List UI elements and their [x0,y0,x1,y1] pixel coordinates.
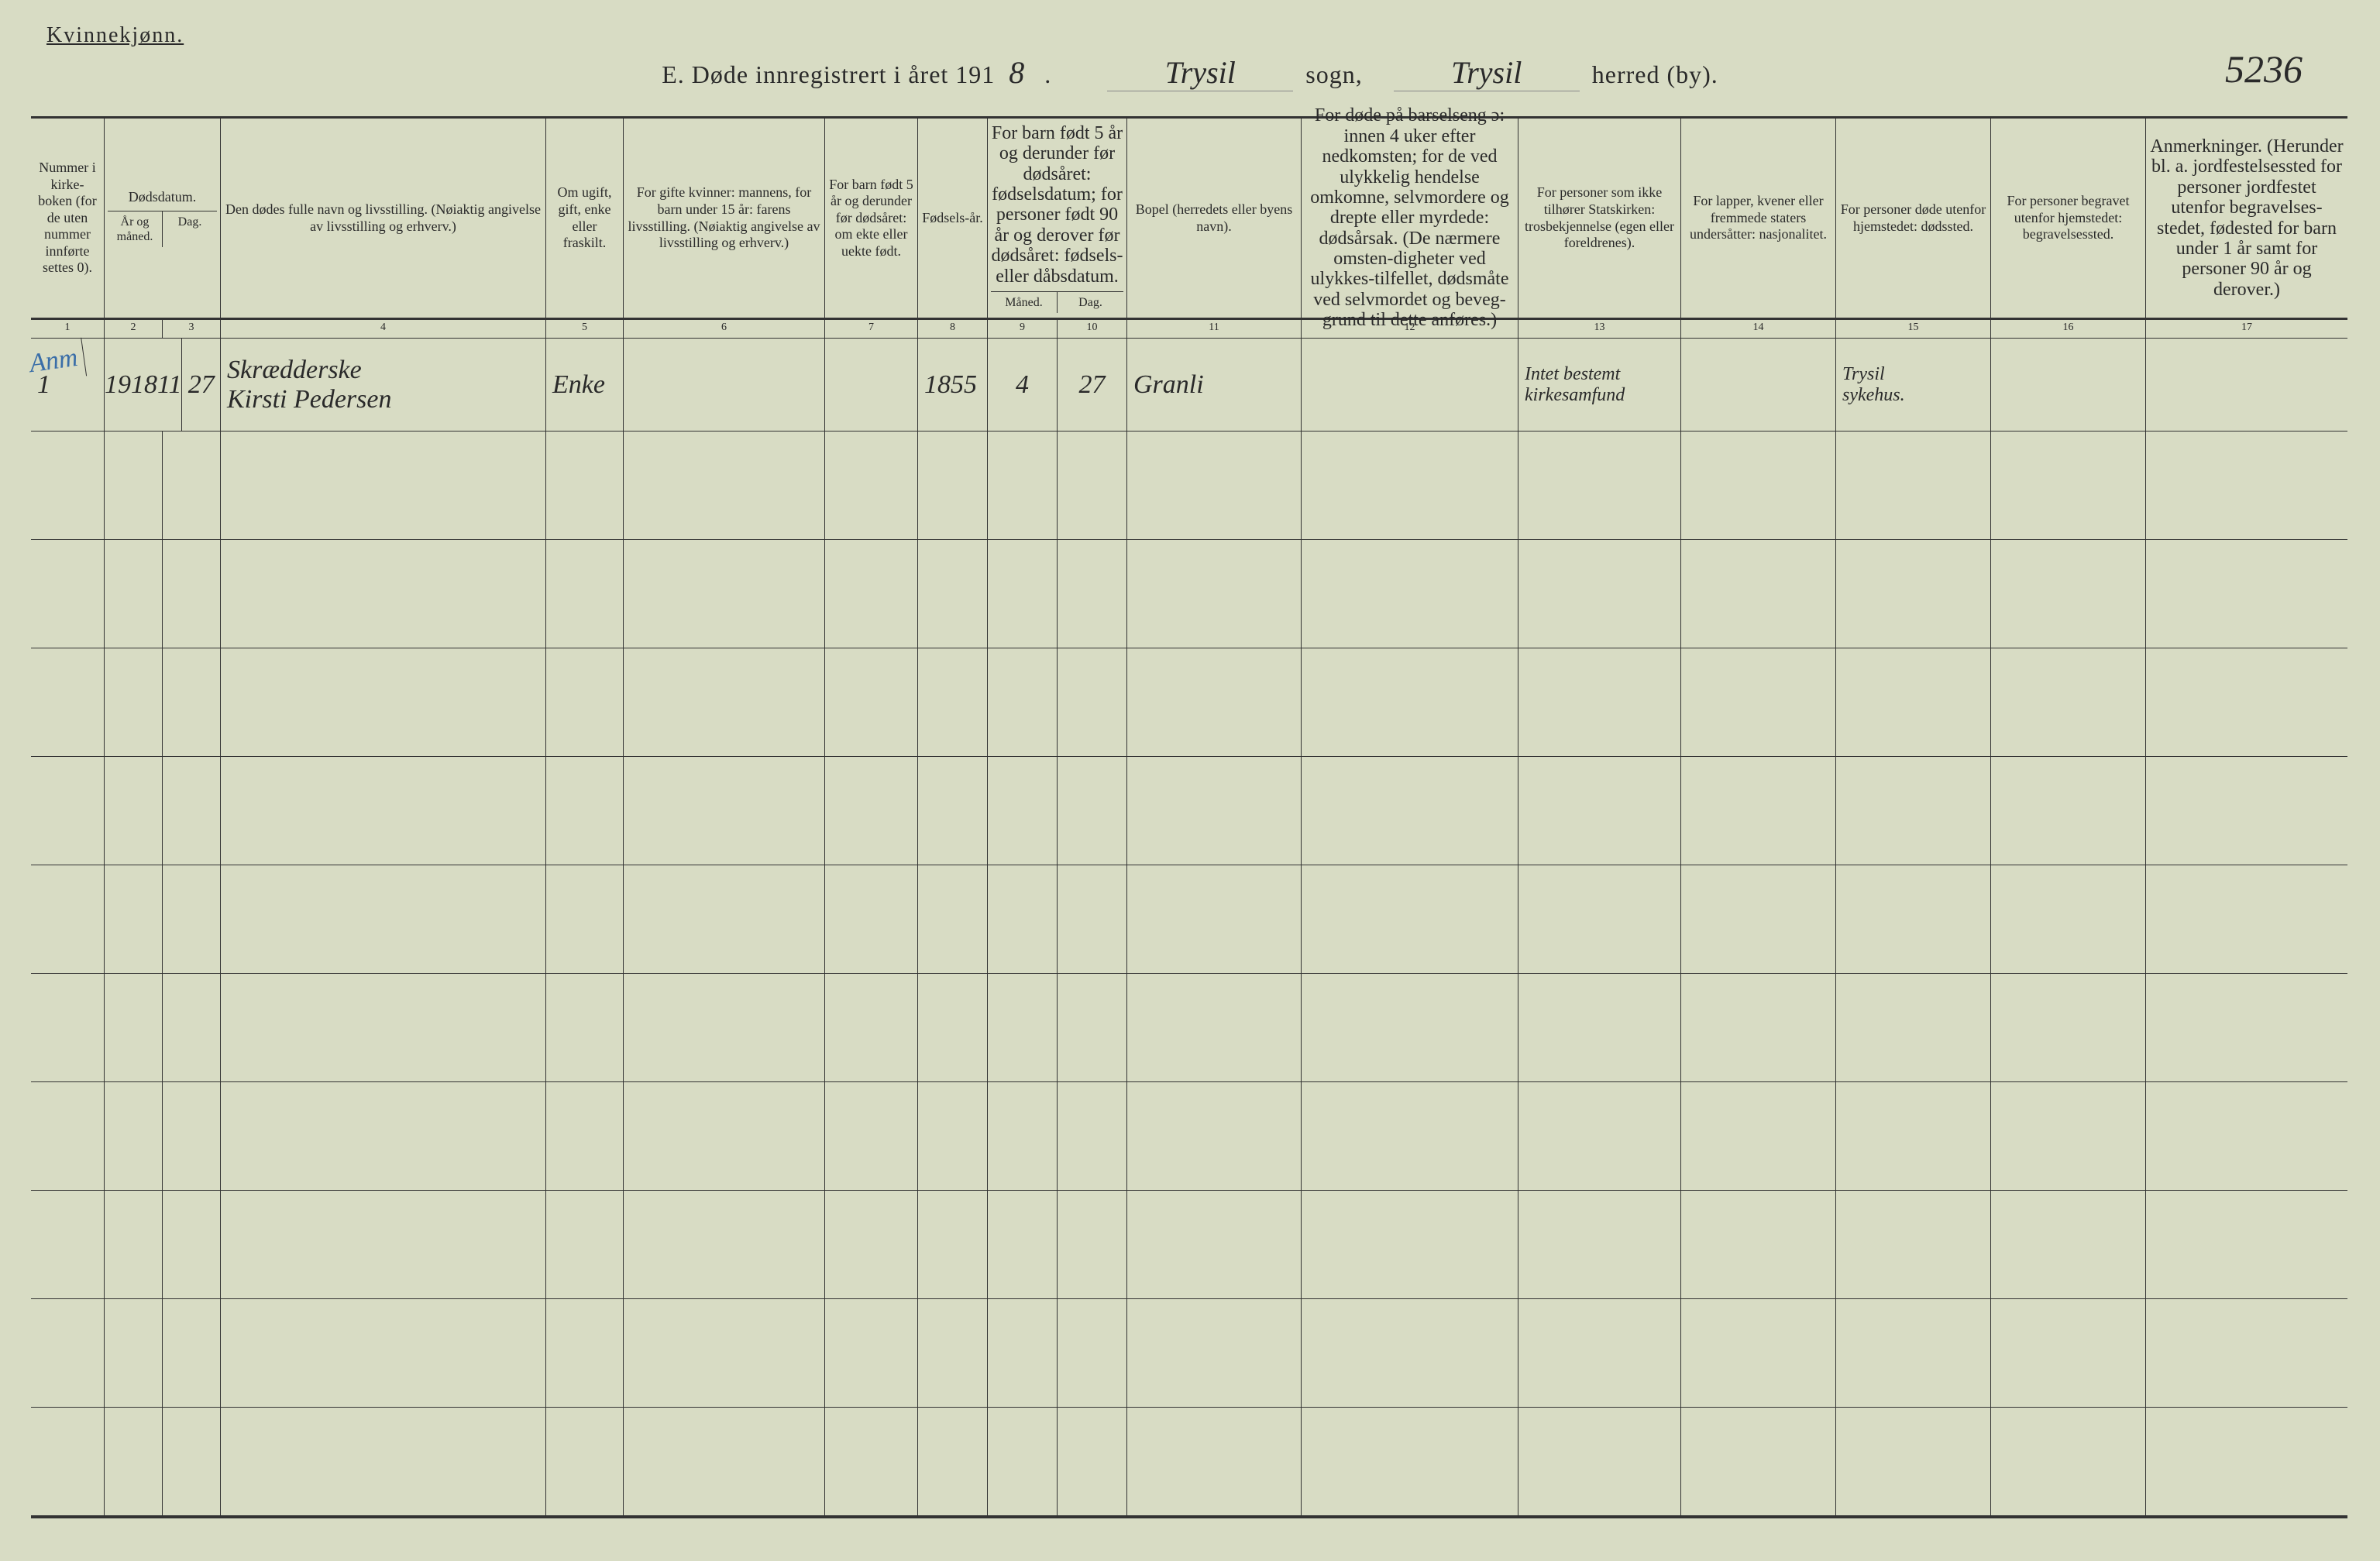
cell-day: 27 [182,339,220,431]
birthdate-day: Dag. [1058,292,1123,313]
header-row: Nummer i kirke-boken (for de uten nummer… [31,119,2347,320]
blank-row [31,648,2347,757]
entry-row: Anm 1 1918 11 27 Skrædderske Kirsti Pede… [31,339,2347,432]
col-spouse-header: For gifte kvinner: mannens, for barn und… [624,119,825,318]
cell-remarks [2146,339,2347,431]
blank-row [31,1191,2347,1299]
col-deathdate-header: Dødsdatum. År og måned. Dag. [105,119,221,318]
col-church-header: For personer som ikke tilhører Statskirk… [1518,119,1681,318]
ledger-page: Kvinnekjønn. E. Døde innregistrert i åre… [31,23,2349,1538]
blank-row [31,1082,2347,1191]
cell-cause [1302,339,1518,431]
birthdate-top: For barn født 5 år og derunder før dødså… [991,123,1123,287]
cell-deathdate: 1918 11 27 [105,339,221,431]
col-child5-header: For barn født 5 år og derunder før dødså… [825,119,918,318]
blank-row [31,1299,2347,1408]
col-birthdate-header: For barn født 5 år og derunder før dødså… [988,119,1127,318]
deathdate-day: Dag. [163,211,217,247]
cell-residence: Granli [1127,339,1302,431]
cell-birthyear: 1855 [918,339,988,431]
col-remarks-header: Anmerkninger. (Herunder bl. a. jordfeste… [2146,119,2347,318]
col-status-header: Om ugift, gift, enke eller fraskilt. [546,119,624,318]
cell-yearmonth: 1918 11 [105,339,182,431]
deathdate-yearmonth: År og måned. [108,211,163,247]
col-birthyear-header: Fødsels-år. [918,119,988,318]
cell-deathplace: Trysil sykehus. [1836,339,1991,431]
col-deathplace-header: For personer døde utenfor hjemstedet: dø… [1836,119,1991,318]
col-number-header: Nummer i kirke-boken (for de uten nummer… [31,119,105,318]
column-numbers: 1 2 3 4 5 6 7 8 9 10 11 12 13 14 15 16 1… [31,320,2347,339]
col-burial-header: For personer begravet utenfor hjemstedet… [1991,119,2146,318]
cell-spouse [624,339,825,431]
herred-value: Trysil [1394,54,1580,91]
birthdate-month: Måned. [991,292,1058,313]
cell-nationality [1681,339,1836,431]
blank-row [31,757,2347,865]
cell-birthdate: 4 27 [988,339,1127,431]
cell-name: Skrædderske Kirsti Pedersen [221,339,546,431]
cell-church: Intet bestemt kirkesamfund [1518,339,1681,431]
deathdate-top: Dødsdatum. [129,189,197,206]
col-name-header: Den dødes fulle navn og livsstilling. (N… [221,119,546,318]
page-number: 5236 [2225,46,2303,91]
cell-burial [1991,339,2146,431]
herred-label: herred (by). [1592,60,1718,88]
title-line: E. Døde innregistrert i året 1918 . Trys… [31,54,2349,91]
col-nationality-header: For lapper, kvener eller fremmede stater… [1681,119,1836,318]
sogn-label: sogn, [1305,60,1362,88]
cell-status: Enke [546,339,624,431]
blank-row [31,540,2347,648]
title-prefix: E. Døde innregistrert i året 191 [662,60,995,88]
blank-row [31,865,2347,974]
ledger-table: Nummer i kirke-boken (for de uten nummer… [31,116,2347,1518]
col-cause-header: For døde på barselseng ɔ: innen 4 uker e… [1302,119,1518,318]
col-residence-header: Bopel (herredets eller byens navn). [1127,119,1302,318]
blank-row [31,432,2347,540]
cell-legitimacy [825,339,918,431]
gender-label: Kvinnekjønn. [46,23,184,48]
year-digit: 8 [1001,54,1032,91]
blank-row [31,1408,2347,1516]
sogn-value: Trysil [1107,54,1293,91]
blank-row [31,974,2347,1082]
